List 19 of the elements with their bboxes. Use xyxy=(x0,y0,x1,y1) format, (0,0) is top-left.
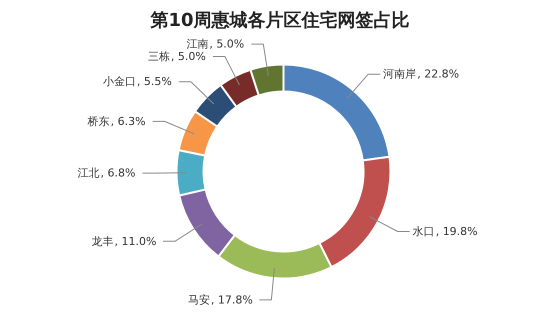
data-label: , 6.3% xyxy=(110,114,146,128)
chart-title: 第10周惠城各片区住宅网签占比 xyxy=(149,10,410,31)
data-label: , 22.8% xyxy=(417,68,460,81)
data-label: , 5.0% xyxy=(170,50,206,64)
slice-label: 桥东 xyxy=(86,114,110,128)
data-label: , 19.8% xyxy=(436,225,478,238)
slice-label: 三栋 xyxy=(148,50,170,64)
slice-label: 龙丰 xyxy=(92,234,114,248)
data-label: , 5.5% xyxy=(136,75,172,88)
data-label: , 5.0% xyxy=(209,38,244,51)
slice-label: 水口 xyxy=(412,225,435,238)
data-label: , 11.0% xyxy=(114,234,156,248)
slice-label: 河南岸 xyxy=(383,68,416,81)
data-label: , 17.8% xyxy=(210,293,253,306)
slice-label: 小金口 xyxy=(102,75,136,88)
slice-label: 江北 xyxy=(78,166,100,180)
slice-label: 江南 xyxy=(186,38,208,51)
data-label: , 6.8% xyxy=(100,166,136,180)
slice-label: 马安 xyxy=(188,293,210,306)
